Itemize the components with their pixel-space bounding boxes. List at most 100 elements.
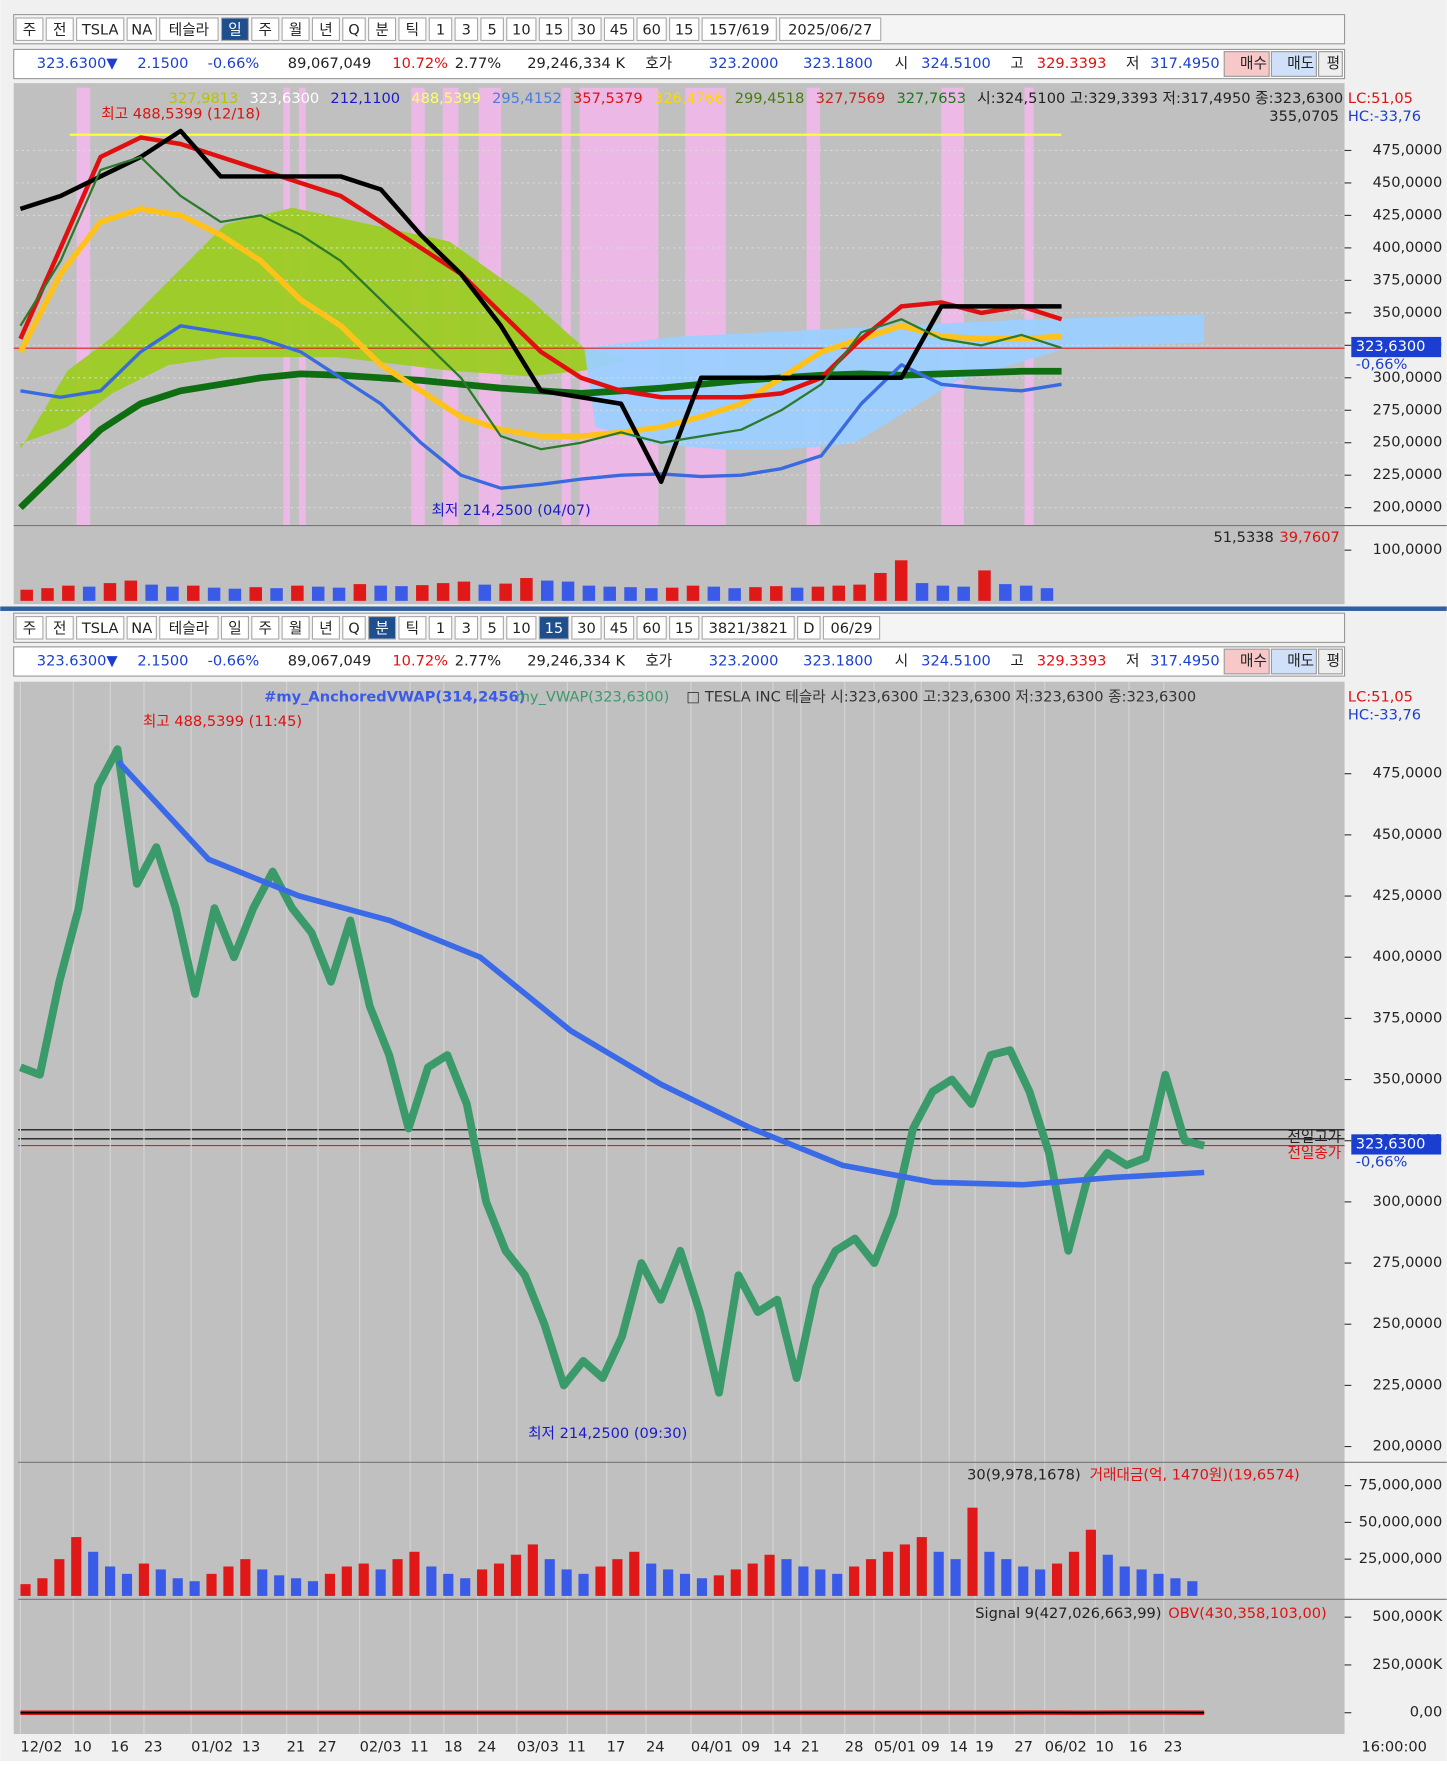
y-tick-label: 225,0000 — [1373, 1376, 1443, 1393]
quote-value: 323.1800 — [803, 652, 873, 669]
toolbar-label: Q — [348, 620, 359, 637]
volume-bar — [105, 1566, 115, 1595]
volume-bar — [562, 1569, 572, 1595]
y-tick-label: 450,0000 — [1373, 174, 1443, 191]
volume-bar — [1187, 1581, 1197, 1596]
quote-value: 329.3393 — [1037, 55, 1107, 72]
volume-bar — [458, 582, 470, 601]
volume-bar — [104, 583, 116, 601]
volume-bar — [583, 586, 595, 601]
legend-entry: 327,7653 — [896, 90, 966, 107]
y-tick-label: 200,0000 — [1373, 1438, 1443, 1455]
toolbar-label: 테슬라 — [169, 620, 210, 637]
quote-value: 2.1500 — [137, 55, 188, 72]
volume-label: 30(9,978,1678) — [967, 1467, 1081, 1484]
quote-value: 89,067,049 — [288, 652, 372, 669]
volume-bar — [173, 1578, 183, 1596]
volume-bar — [984, 1552, 994, 1596]
x-tick-label: 14 — [949, 1739, 968, 1756]
volume-bar — [612, 1559, 622, 1596]
x-tick-label: 03/03 — [517, 1739, 559, 1756]
volume-bar — [437, 583, 449, 601]
volume-bar — [460, 1578, 470, 1596]
volume-bar — [342, 1566, 352, 1595]
toolbar-label: 10 — [512, 21, 531, 38]
volume-bar — [395, 586, 407, 601]
quote-value: 329.3393 — [1037, 652, 1107, 669]
volume-bar — [229, 589, 241, 601]
quote-value: 매수 — [1240, 652, 1267, 669]
quote-value: 323.2000 — [709, 55, 779, 72]
toolbar-label: 주 — [259, 620, 272, 637]
volume-label: 39,7607 — [1279, 529, 1339, 546]
x-tick-label: 16 — [1129, 1739, 1148, 1756]
x-tick-label: 18 — [444, 1739, 463, 1756]
quote-value: 89,067,049 — [288, 55, 372, 72]
legend-entry: 323,6300 — [250, 90, 320, 107]
volume-bar — [41, 588, 53, 601]
toolbar-label: 전 — [53, 620, 66, 637]
x-tick-label: 10 — [73, 1739, 92, 1756]
volume-bar — [312, 587, 324, 601]
toolbar-label: TSLA — [81, 620, 119, 637]
volume-bar — [392, 1559, 402, 1596]
volume-bar — [1069, 1552, 1079, 1596]
volume-bar — [71, 1537, 81, 1596]
volume-bar — [426, 1566, 436, 1595]
y-tick-label: 250,000K — [1372, 1656, 1442, 1673]
volume-bar — [139, 1564, 149, 1596]
y-tick-label: 75,000,000 — [1359, 1477, 1443, 1494]
quote-value: 2.1500 — [137, 652, 188, 669]
y-tick-label: 425,0000 — [1373, 206, 1443, 223]
volume-bar — [708, 587, 720, 601]
toolbar-label: 60 — [642, 620, 661, 637]
toolbar-label: 주 — [23, 620, 36, 637]
quote-value: 2.77% — [455, 652, 501, 669]
volume-bar — [883, 1552, 893, 1596]
max-label: 355,0705 — [1269, 108, 1339, 125]
volume-bar — [409, 1552, 419, 1596]
quote-value: 323.6300▼ — [37, 652, 119, 669]
volume-bar — [240, 1559, 250, 1596]
quote-value: 2.77% — [455, 55, 501, 72]
prev-high-label: 전일고가 — [1287, 1129, 1341, 1146]
prev-close-label: 전일종가 — [1287, 1144, 1341, 1161]
volume-bar — [1052, 1564, 1062, 1596]
toolbar-label: D — [803, 620, 814, 637]
volume-bar — [934, 1552, 944, 1596]
volume-bar — [274, 1575, 284, 1596]
volume-bar — [1103, 1555, 1113, 1596]
x-tick-label: 11 — [567, 1739, 586, 1756]
quote-value: -0.66% — [208, 55, 260, 72]
y-tick-label: 200,0000 — [1373, 499, 1443, 516]
volume-bar — [1137, 1569, 1147, 1595]
y-tick-label: 400,0000 — [1373, 948, 1443, 965]
volume-bar — [687, 586, 699, 601]
quote-value: 324.5100 — [921, 652, 991, 669]
volume-bar — [333, 588, 345, 601]
x-tick-label: 23 — [1164, 1739, 1183, 1756]
volume-bar — [967, 1508, 977, 1596]
volume-bar — [1120, 1566, 1130, 1595]
volume-bar — [223, 1566, 233, 1595]
toolbar-label: 15 — [675, 620, 694, 637]
volume-bar — [37, 1578, 47, 1596]
toolbar-label: Q — [348, 21, 359, 38]
quote-value: 호가 — [645, 652, 672, 669]
quote-value: 매수 — [1240, 55, 1267, 72]
volume-bar — [728, 588, 740, 601]
volume-bar — [54, 1559, 64, 1596]
volume-bar — [812, 587, 824, 601]
volume-bar — [849, 1566, 859, 1595]
volume-bar — [122, 1574, 132, 1596]
volume-bar — [190, 1581, 200, 1596]
y-tick-label: 425,0000 — [1373, 887, 1443, 904]
hc-label: HC:-33,76 — [1348, 706, 1421, 723]
last-price: 323,6300 — [1356, 1135, 1426, 1152]
volume-bar — [1018, 1566, 1028, 1595]
volume-bar — [416, 585, 428, 601]
toolbar-label: 3 — [462, 620, 471, 637]
legend-entry: 327,7569 — [816, 90, 886, 107]
volume-bar — [833, 586, 845, 601]
toolbar-label: 틱 — [406, 21, 419, 38]
